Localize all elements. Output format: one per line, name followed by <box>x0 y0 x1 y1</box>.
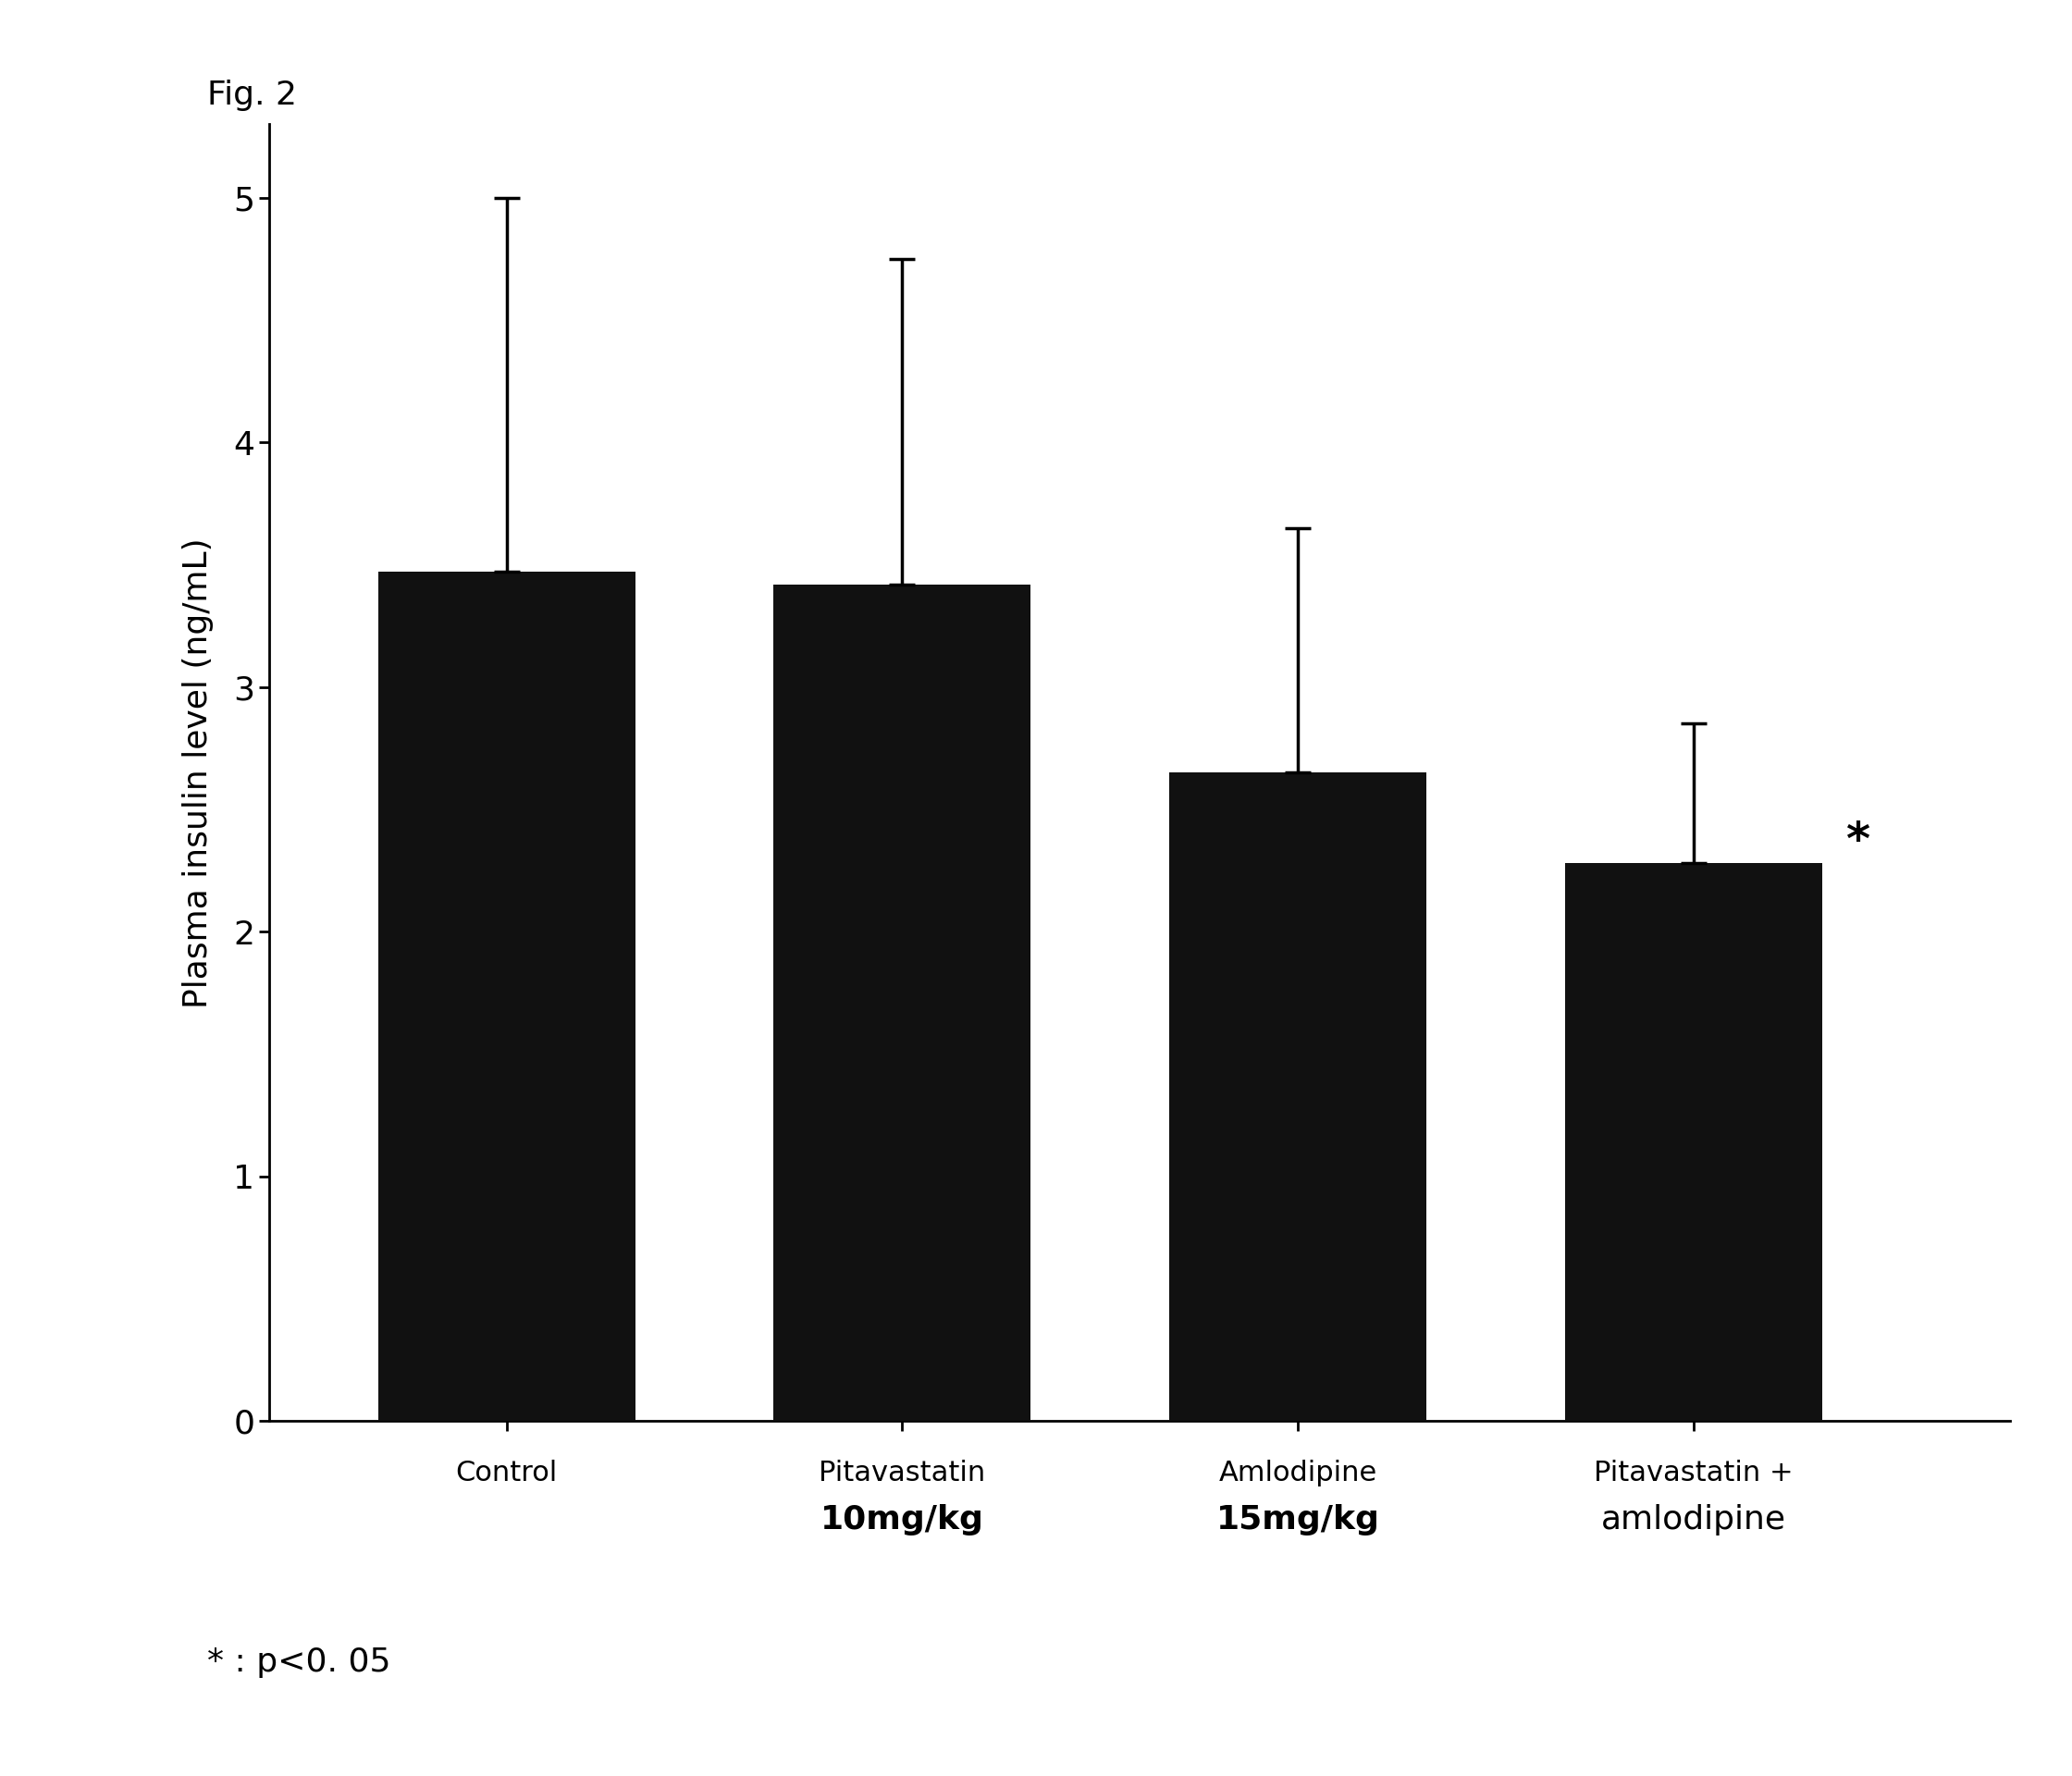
Text: *: * <box>1846 821 1869 865</box>
Text: amlodipine: amlodipine <box>1602 1504 1786 1536</box>
Text: 10mg/kg: 10mg/kg <box>821 1504 984 1536</box>
Text: Fig. 2: Fig. 2 <box>207 80 296 112</box>
Bar <box>773 584 1032 1421</box>
Text: Amlodipine: Amlodipine <box>1218 1460 1378 1487</box>
Text: Pitavastatin +: Pitavastatin + <box>1593 1460 1792 1487</box>
Bar <box>1169 773 1426 1421</box>
Text: Pitavastatin: Pitavastatin <box>818 1460 986 1487</box>
Text: * : p<0. 05: * : p<0. 05 <box>207 1646 392 1678</box>
Bar <box>377 572 636 1421</box>
Text: 15mg/kg: 15mg/kg <box>1216 1504 1380 1536</box>
Y-axis label: Plasma insulin level (ng/mL): Plasma insulin level (ng/mL) <box>182 538 213 1007</box>
Text: Control: Control <box>456 1460 557 1487</box>
Bar <box>1564 863 1821 1421</box>
